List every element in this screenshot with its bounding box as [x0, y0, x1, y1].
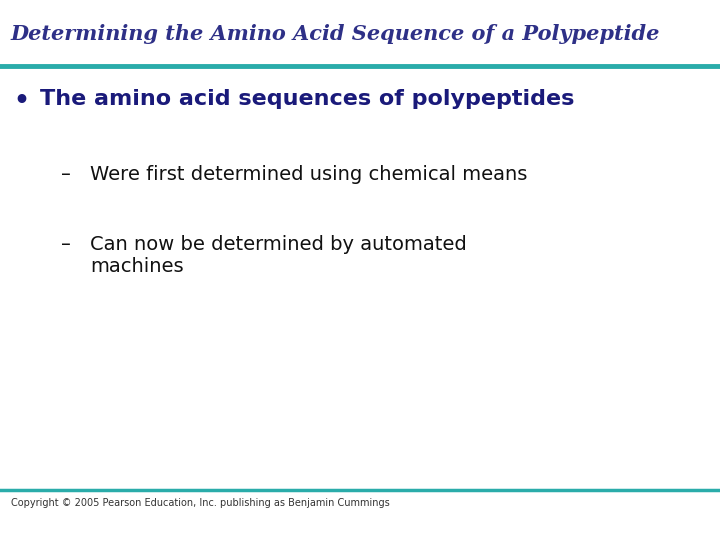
Text: Can now be determined by automated
machines: Can now be determined by automated machi…: [90, 235, 467, 276]
Text: Copyright © 2005 Pearson Education, Inc. publishing as Benjamin Cummings: Copyright © 2005 Pearson Education, Inc.…: [11, 498, 390, 508]
Text: –: –: [61, 165, 71, 184]
Text: The amino acid sequences of polypeptides: The amino acid sequences of polypeptides: [40, 89, 574, 109]
Text: –: –: [61, 235, 71, 254]
Text: Were first determined using chemical means: Were first determined using chemical mea…: [90, 165, 527, 184]
Text: •: •: [13, 89, 29, 113]
Text: Determining the Amino Acid Sequence of a Polypeptide: Determining the Amino Acid Sequence of a…: [11, 24, 660, 44]
